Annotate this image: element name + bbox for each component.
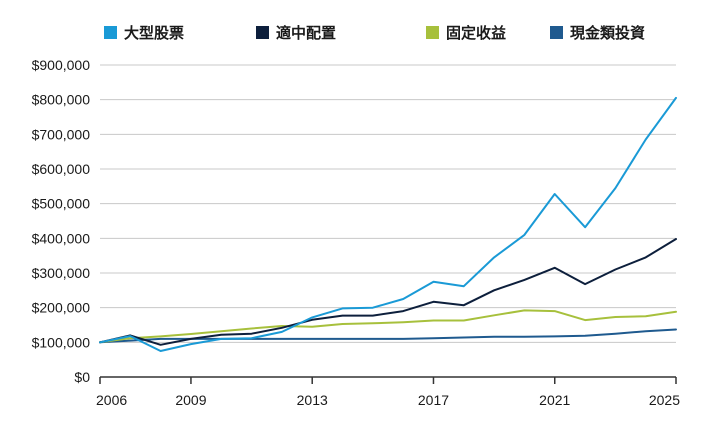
y-tick-label: $700,000 [32,126,91,142]
series-layer [99,96,677,352]
legend-swatch [104,26,117,39]
x-tick-label: 2006 [96,392,127,408]
legend-label: 適中配置 [276,24,336,42]
y-tick-label: $800,000 [32,92,91,108]
x-tick-label: 2021 [539,392,570,408]
y-tick-label: $600,000 [32,161,91,177]
legend-swatch [256,26,269,39]
y-tick-label: $100,000 [32,334,91,350]
legend-label: 固定收益 [446,24,506,42]
legend-item-3: 現金類投資 [550,24,645,42]
legend-swatch [550,26,563,39]
y-tick-label: $0 [74,369,90,385]
y-tick-label: $500,000 [32,196,91,212]
legend-swatch [426,26,439,39]
series-line-1 [99,238,677,346]
legend: 大型股票 適中配置 固定收益 現金類投資 [104,24,645,42]
x-tick-label: 2013 [297,392,328,408]
y-tick-label: $200,000 [32,300,91,316]
legend-label: 現金類投資 [570,24,645,42]
y-tick-label: $900,000 [32,57,91,73]
legend-item-1: 適中配置 [256,24,336,42]
legend-item-2: 固定收益 [426,24,506,42]
series-line-0 [99,96,677,352]
gridlines [100,64,676,343]
y-tick-label: $400,000 [32,230,91,246]
y-axis: $0 $100,000 $200,000 $300,000 $400,000 $500,0… [32,57,91,385]
x-tick-label: 2009 [175,392,206,408]
legend-item-0: 大型股票 [104,24,184,42]
y-tick-label: $300,000 [32,265,91,281]
x-tick-label: 2025 [649,392,680,408]
x-axis: 2006 2009 2013 2017 2021 2025 [96,376,680,408]
legend-label: 大型股票 [124,24,184,42]
series-line-2 [99,309,677,344]
x-tick-label: 2017 [418,392,449,408]
